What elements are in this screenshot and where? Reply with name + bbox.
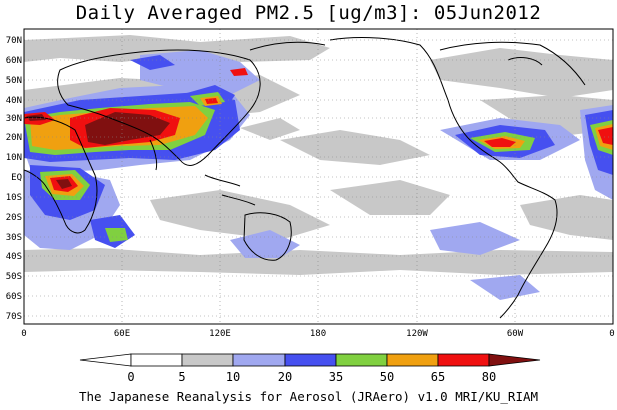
credit-line: The Japanese Reanalysis for Aerosol (JRA…	[78, 389, 539, 404]
colorbar-label: 5	[178, 370, 185, 384]
lon-label: 120E	[209, 329, 231, 339]
lat-label: 70N	[6, 36, 22, 46]
lon-label: 0	[21, 329, 26, 339]
lat-label: 20S	[6, 213, 22, 223]
colorbar-label: 80	[482, 370, 496, 384]
lat-label: 70S	[6, 312, 22, 322]
colorbar-segment	[181, 353, 234, 367]
colorbar-label: 50	[380, 370, 394, 384]
colorbar-segment	[284, 353, 337, 367]
longitude-axis: 0 60E 120E 180 120W 60W 0	[21, 329, 614, 339]
latitude-axis: 70N 60N 50N 40N 30N 20N 10N EQ 10S 20S 3…	[6, 36, 22, 322]
lon-label: 0	[609, 329, 614, 339]
colorbar-label: 65	[431, 370, 445, 384]
colorbar-label: 35	[329, 370, 343, 384]
map-title: Daily Averaged PM2.5 [ug/m3]: 05Jun2012	[75, 2, 542, 24]
colorbar-low-triangle	[79, 353, 132, 367]
lon-label: 60W	[507, 329, 524, 339]
lon-label: 120W	[406, 329, 428, 339]
colorbar-label: 10	[226, 370, 240, 384]
lat-label: 10S	[6, 193, 22, 203]
lat-label: 40N	[6, 96, 22, 106]
colorbar-high-triangle	[488, 353, 541, 367]
map-plot-area	[24, 29, 613, 324]
coastlines	[24, 37, 586, 319]
colorbar-label: 20	[278, 370, 292, 384]
colorbar: 0 5 10 20 35 50 65 80	[79, 353, 541, 384]
lat-label: 30S	[6, 233, 22, 243]
lat-label: EQ	[11, 173, 22, 183]
lat-label: 50N	[6, 76, 22, 86]
colorbar-label: 0	[127, 370, 134, 384]
lat-label: 40S	[6, 252, 22, 262]
lat-label: 30N	[6, 114, 22, 124]
lon-label: 60E	[114, 329, 130, 339]
lat-label: 60S	[6, 292, 22, 302]
lat-label: 50S	[6, 272, 22, 282]
map-frame	[23, 28, 614, 325]
lat-label: 20N	[6, 133, 22, 143]
colorbar-segment	[335, 353, 388, 367]
colorbar-segment	[437, 353, 490, 367]
lon-label: 180	[310, 329, 326, 339]
lat-label: 60N	[6, 56, 22, 66]
lat-label: 10N	[6, 153, 22, 163]
colorbar-segment	[386, 353, 439, 367]
colorbar-segment	[232, 353, 286, 367]
colorbar-segment	[130, 353, 183, 367]
